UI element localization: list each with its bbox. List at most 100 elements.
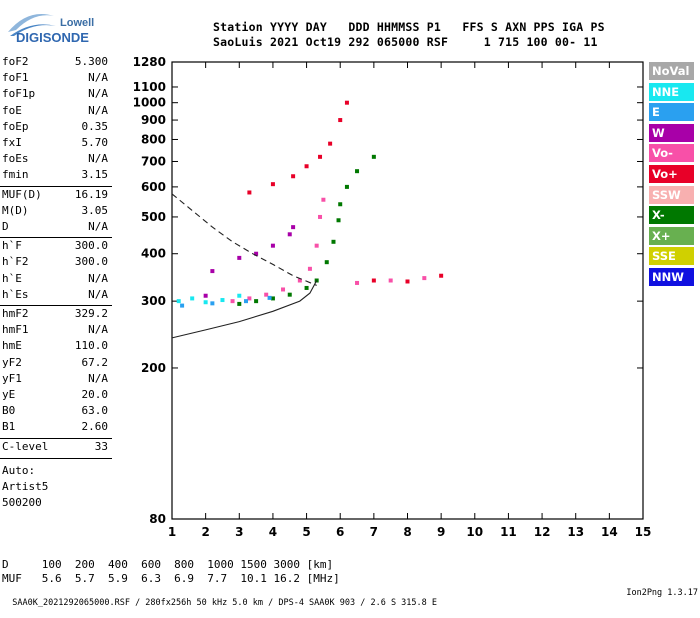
- param-row: yE 20.0: [2, 388, 108, 404]
- param-value: 63.0: [81, 404, 109, 418]
- param-row: h`F 300.0: [2, 239, 108, 255]
- plot-frame: [171, 61, 644, 520]
- param-value: N/A: [88, 71, 108, 85]
- data-point: [264, 292, 269, 297]
- data-point: [270, 243, 275, 248]
- param-name: D: [2, 220, 9, 233]
- data-point: [210, 269, 215, 274]
- param-row: D N/A: [2, 220, 108, 236]
- data-point: [344, 184, 349, 189]
- panel-separator: [0, 305, 112, 306]
- param-name: foEp: [2, 119, 29, 133]
- legend-item: SSE: [649, 247, 694, 266]
- panel-separator: [0, 437, 112, 439]
- y-tick-label: 1000: [133, 96, 166, 110]
- param-row: fmin 3.15: [2, 168, 108, 184]
- param-row: C-level 33: [2, 440, 108, 456]
- auto-artist: Artist5: [2, 479, 49, 493]
- data-point: [318, 214, 323, 219]
- data-point: [344, 100, 349, 105]
- param-row: MUF(D) 16.19: [2, 188, 108, 204]
- header-values: SaoLuis 2021 Oct19 292 065000 RSF 1 715 …: [213, 35, 598, 49]
- y-tick-label: 1100: [133, 80, 166, 94]
- data-point: [180, 303, 185, 308]
- data-point: [287, 292, 292, 297]
- virtual-height-profile-line: [171, 280, 318, 339]
- data-point: [318, 154, 323, 159]
- param-name: foF1p: [2, 87, 36, 101]
- param-name: h`E: [2, 271, 22, 285]
- param-row: foE N/A: [2, 104, 108, 120]
- param-value: 329.2: [74, 307, 108, 320]
- data-point: [203, 300, 208, 305]
- data-point: [405, 279, 410, 284]
- x-tick-label: 10: [466, 525, 483, 539]
- data-point: [321, 197, 326, 202]
- y-tick-label: 300: [141, 294, 166, 308]
- legend-item: X+: [649, 226, 694, 245]
- data-point: [210, 301, 215, 306]
- param-name: hmF2: [2, 307, 29, 320]
- footer: SAA0K_2021292065000.RSF / 280fx256h 50 k…: [2, 588, 698, 618]
- param-value: 300.0: [74, 239, 108, 253]
- data-point: [220, 298, 225, 303]
- data-point: [176, 299, 181, 304]
- param-row: h`E N/A: [2, 272, 108, 288]
- param-row: yF2 67.2: [2, 356, 108, 372]
- param-name: foF1: [2, 71, 29, 85]
- x-tick-label: 5: [302, 525, 310, 539]
- data-point: [270, 182, 275, 187]
- digisonde-logo: Lowell DIGISONDE: [8, 14, 94, 45]
- data-point: [439, 273, 444, 278]
- param-value: 0.35: [81, 119, 109, 133]
- legend-item: Vo-: [649, 144, 694, 163]
- param-row: foF1p N/A: [2, 87, 108, 103]
- param-value: 3.05: [81, 203, 109, 217]
- x-tick-label: 15: [635, 525, 652, 539]
- param-row: foF2 5.300: [2, 55, 108, 71]
- x-tick-label: 1: [168, 525, 176, 539]
- x-tick-label: 7: [370, 525, 378, 539]
- panel-separator: [0, 237, 112, 239]
- legend-item: E: [649, 103, 694, 122]
- legend-item: SSW: [649, 185, 694, 204]
- x-tick-label: 9: [437, 525, 445, 539]
- y-tick-label: 900: [141, 113, 166, 127]
- x-tick-label: 11: [500, 525, 517, 539]
- legend-item: Vo+: [649, 165, 694, 183]
- data-point: [230, 299, 235, 304]
- data-point: [190, 296, 195, 301]
- param-value: N/A: [88, 271, 108, 285]
- param-row: h`Es N/A: [2, 288, 108, 304]
- data-point: [270, 296, 275, 301]
- y-tick-label: 600: [141, 180, 166, 194]
- param-value: 33: [94, 439, 108, 453]
- param-row: M(D) 3.05: [2, 204, 108, 220]
- param-value: N/A: [88, 87, 108, 101]
- param-value: 3.15: [81, 168, 109, 182]
- data-point: [237, 293, 242, 298]
- data-point: [267, 295, 272, 300]
- logo-line2: DIGISONDE: [16, 30, 89, 45]
- param-value: 5.300: [74, 55, 108, 68]
- data-point: [371, 278, 376, 283]
- legend-item: NNE: [649, 82, 694, 101]
- param-name: M(D): [2, 203, 29, 217]
- param-name: h`F: [2, 239, 22, 253]
- data-point: [281, 287, 286, 292]
- param-name: fmin: [2, 168, 29, 182]
- data-point: [328, 141, 333, 146]
- legend-item: NoVal: [649, 62, 694, 80]
- param-name: foEs: [2, 152, 29, 166]
- legend-item: X-: [649, 206, 694, 225]
- data-point: [237, 255, 242, 260]
- data-point: [355, 280, 360, 285]
- param-name: B1: [2, 420, 16, 434]
- y-tick-label: 400: [141, 247, 166, 261]
- data-point: [338, 202, 343, 207]
- data-point: [314, 243, 319, 248]
- data-point: [297, 278, 302, 283]
- logo-swoosh-icon: [8, 14, 54, 32]
- x-tick-label: 14: [601, 525, 618, 539]
- param-value: N/A: [88, 103, 108, 117]
